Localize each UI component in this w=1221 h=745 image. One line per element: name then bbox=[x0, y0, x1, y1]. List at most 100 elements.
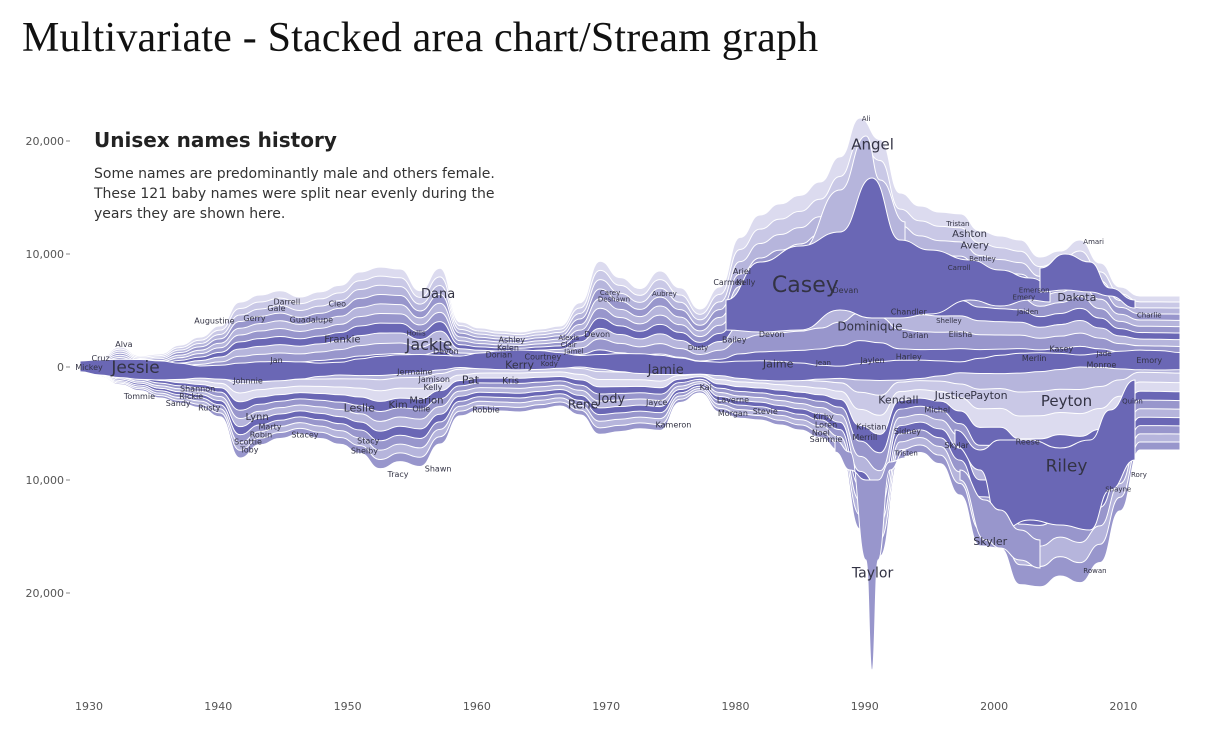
series-label: Marty bbox=[259, 423, 282, 432]
series-label: Kasey bbox=[1049, 345, 1073, 354]
series-label: Stevie bbox=[753, 407, 778, 416]
series-label: Cruz bbox=[92, 354, 110, 363]
stream-band-core bbox=[79, 349, 1181, 382]
series-label: Dusty bbox=[688, 344, 708, 352]
series-label: Courtney bbox=[524, 353, 561, 362]
y-tick-label: 10,000 bbox=[26, 248, 65, 261]
series-label: Johnnie bbox=[232, 376, 263, 385]
series-label: Cleo bbox=[328, 300, 346, 309]
series-label: Quinn bbox=[1122, 397, 1143, 405]
series-label: Augustine bbox=[194, 316, 234, 325]
series-label: Bailey bbox=[722, 336, 747, 345]
series-label: Jade bbox=[1095, 350, 1111, 358]
chart-subtitle-line: Some names are predominantly male and ot… bbox=[94, 166, 495, 182]
series-label: Jamel bbox=[563, 348, 583, 356]
series-label: Pat bbox=[462, 373, 480, 386]
series-label: Aubrey bbox=[652, 290, 677, 298]
series-label: Noel bbox=[812, 428, 830, 437]
series-label: Bentley bbox=[969, 255, 996, 263]
series-label: Kelly bbox=[423, 383, 442, 392]
y-tick-label: 10,000 bbox=[26, 474, 65, 487]
series-label: Ali bbox=[862, 115, 871, 123]
series-label: Harley bbox=[896, 353, 922, 362]
series-label: Charlie bbox=[1137, 311, 1162, 319]
series-label: Mickey bbox=[75, 363, 103, 372]
series-label: Jermaine bbox=[396, 367, 432, 376]
series-label: Sammie bbox=[810, 435, 843, 444]
series-label: Tracy bbox=[387, 470, 409, 479]
x-tick-label: 2010 bbox=[1109, 700, 1137, 713]
series-label: Kendall bbox=[878, 394, 918, 407]
x-tick-label: 1990 bbox=[851, 700, 879, 713]
series-label: Rickie bbox=[179, 392, 203, 401]
series-label: Marion bbox=[409, 395, 443, 406]
series-label: Riley bbox=[1046, 456, 1088, 476]
chart-subtitle-line: These 121 baby names were split near eve… bbox=[94, 186, 495, 202]
x-tick-label: 1930 bbox=[75, 700, 103, 713]
series-label: Deshawn bbox=[598, 296, 630, 304]
chart-subtitle-line: years they are shown here. bbox=[94, 206, 286, 222]
series-label: Devon bbox=[433, 347, 459, 356]
series-label: Tristan bbox=[945, 220, 969, 228]
series-label: Shelley bbox=[936, 317, 962, 325]
series-label: Shelby bbox=[351, 446, 378, 455]
series-label: Dorian bbox=[486, 350, 513, 359]
series-label: Jessie bbox=[110, 358, 159, 378]
series-label: Darian bbox=[902, 331, 929, 340]
series-label: Devon bbox=[584, 330, 610, 339]
series-label: Jody bbox=[597, 392, 626, 407]
series-label: Skyler bbox=[973, 535, 1007, 548]
x-tick-label: 1980 bbox=[722, 700, 750, 713]
x-tick-label: 1970 bbox=[592, 700, 620, 713]
series-label: Emerson bbox=[1019, 287, 1050, 295]
series-area-skyler bbox=[959, 469, 1041, 569]
y-tick-label: 20,000 bbox=[26, 135, 65, 148]
series-label: Skylar bbox=[944, 441, 969, 450]
series-label: Reese bbox=[1016, 437, 1040, 446]
x-tick-label: 2000 bbox=[980, 700, 1008, 713]
series-label: Ashton bbox=[952, 229, 987, 240]
series-label: Loren bbox=[815, 420, 837, 429]
series-label: Kim bbox=[388, 400, 407, 411]
series-label: Ariel bbox=[733, 267, 751, 276]
x-tick-label: 1950 bbox=[334, 700, 362, 713]
series-label: Shayne bbox=[1105, 485, 1131, 493]
series-label: Gale bbox=[267, 304, 285, 313]
series-label: Leslie bbox=[344, 402, 376, 415]
series-label: Angel bbox=[851, 136, 894, 154]
series-label: Chandler bbox=[891, 307, 928, 316]
series-label: Ollie bbox=[412, 405, 430, 414]
series-label: Hollis bbox=[407, 330, 426, 338]
series-label: Dana bbox=[421, 287, 455, 302]
series-label: Frankie bbox=[324, 334, 360, 345]
series-label: Laverne bbox=[717, 396, 749, 405]
series-label: Gerry bbox=[243, 314, 266, 323]
series-label: Kelen bbox=[497, 344, 519, 353]
series-label: Monroe bbox=[1087, 361, 1117, 370]
series-label: Jan bbox=[269, 356, 282, 365]
series-label: Payton bbox=[970, 389, 1007, 402]
series-label: Stacy bbox=[357, 436, 380, 445]
series-label: Carey bbox=[600, 289, 620, 297]
series-label: Merlin bbox=[1022, 354, 1047, 363]
series-label: Jaiden bbox=[1016, 308, 1039, 316]
series-label: Sandy bbox=[166, 399, 191, 408]
series-label: Jackie bbox=[405, 335, 453, 354]
series-label: Emory bbox=[1136, 356, 1162, 365]
x-tick-label: 1960 bbox=[463, 700, 491, 713]
series-label: Jayce bbox=[645, 398, 667, 407]
series-label: Rowan bbox=[1083, 567, 1106, 575]
series-label: Justice bbox=[934, 389, 971, 402]
series-label: Sidney bbox=[894, 427, 921, 436]
chart-title: Unisex names history bbox=[94, 128, 337, 152]
series-label: Amari bbox=[1083, 238, 1104, 246]
series-label: Morgan bbox=[718, 409, 748, 418]
series-label: Scottie bbox=[234, 437, 262, 446]
series-label: Kerry bbox=[505, 359, 534, 372]
series-label: Casey bbox=[772, 273, 839, 298]
x-axis: 1930 1940 1950 1960 1970 1980 1990 2000 2010 bbox=[75, 700, 1137, 713]
series-label: Kameron bbox=[656, 420, 692, 429]
series-label: Shannon bbox=[180, 384, 215, 393]
series-label: Rene bbox=[568, 397, 598, 411]
